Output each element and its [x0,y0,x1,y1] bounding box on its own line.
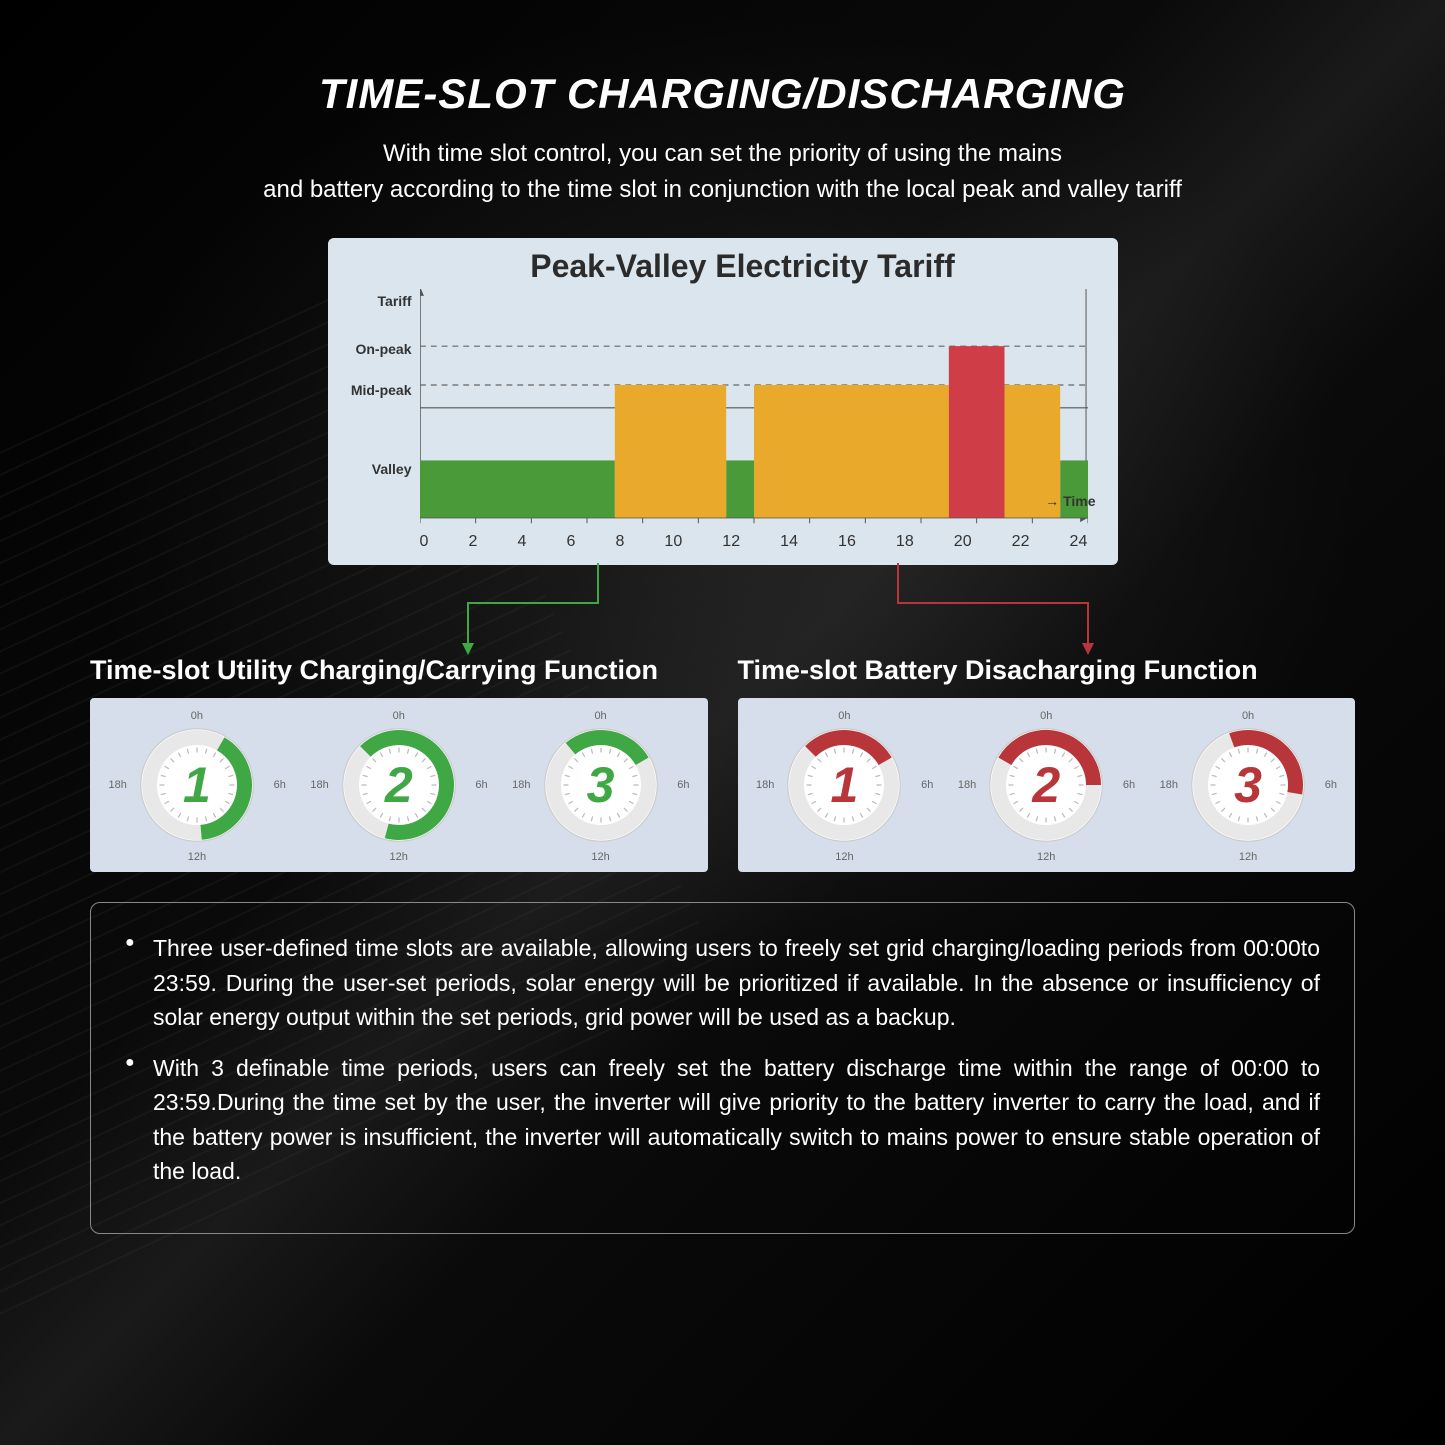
dial-hour-label: 6h [677,779,689,791]
dial-hour-label: 0h [1242,710,1254,722]
dial-number: 1 [183,756,211,814]
dial-hour-label: 18h [1160,779,1178,791]
info-bullet-2: With 3 definable time periods, users can… [125,1051,1320,1189]
y-label: Valley [372,461,412,477]
tariff-chart-panel: Peak-Valley Electricity Tariff Tariff → … [328,238,1118,565]
dial-hour-label: 6h [274,779,286,791]
dial-hour-label: 0h [393,710,405,722]
y-label: On-peak [355,341,411,357]
dial-hour-label: 12h [390,851,408,863]
page-subtitle: With time slot control, you can set the … [90,136,1355,208]
y-label: Mid-peak [351,382,412,398]
time-dial: 2 0h 6h 12h 18h [956,710,1136,860]
chart-title: Peak-Valley Electricity Tariff [388,248,1098,285]
dial-hour-label: 12h [591,851,609,863]
info-box: Three user-defined time slots are availa… [90,902,1355,1234]
dial-hour-label: 6h [921,779,933,791]
info-bullet-1: Three user-defined time slots are availa… [125,931,1320,1035]
x-axis-title: → Time [1045,493,1095,509]
x-axis-ticks: 024681012141618202224 [420,533,1088,551]
page-title: TIME-SLOT CHARGING/DISCHARGING [90,70,1355,118]
charging-title: Time-slot Utility Charging/Carrying Func… [90,655,708,686]
time-dial: 3 0h 6h 12h 18h [1158,710,1338,860]
dial-number: 2 [1032,756,1060,814]
dial-number: 3 [1234,756,1262,814]
dial-hour-label: 0h [191,710,203,722]
time-dial: 1 0h 6h 12h 18h [107,710,287,860]
dial-hour-label: 18h [512,779,530,791]
dial-hour-label: 18h [756,779,774,791]
dial-hour-label: 12h [188,851,206,863]
dial-hour-label: 6h [475,779,487,791]
dial-number: 3 [587,756,615,814]
dial-number: 2 [385,756,413,814]
discharging-dial-panel: 1 0h 6h 12h 18h 2 0h 6h 12h 18h 3 0h 6h 12h 18h [738,698,1356,872]
dial-hour-label: 0h [1040,710,1052,722]
charging-dial-panel: 1 0h 6h 12h 18h 2 0h 6h 12h 18h 3 0h 6h 12h 18h [90,698,708,872]
dial-hour-label: 0h [594,710,606,722]
time-dial: 2 0h 6h 12h 18h [309,710,489,860]
dial-hour-label: 0h [838,710,850,722]
discharging-section: Time-slot Battery Disacharging Function … [738,655,1356,872]
dial-hour-label: 18h [310,779,328,791]
dial-hour-label: 12h [1239,851,1257,863]
dial-hour-label: 6h [1325,779,1337,791]
time-dial: 1 0h 6h 12h 18h [754,710,934,860]
dial-hour-label: 12h [835,851,853,863]
dial-hour-label: 18h [958,779,976,791]
y-axis-title: Tariff [378,293,412,309]
dial-hour-label: 12h [1037,851,1055,863]
charging-section: Time-slot Utility Charging/Carrying Func… [90,655,708,872]
discharging-title: Time-slot Battery Disacharging Function [738,655,1356,686]
dial-hour-label: 18h [109,779,127,791]
dial-number: 1 [831,756,859,814]
dial-hour-label: 6h [1123,779,1135,791]
time-dial: 3 0h 6h 12h 18h [511,710,691,860]
connector-arrows [328,565,1118,655]
